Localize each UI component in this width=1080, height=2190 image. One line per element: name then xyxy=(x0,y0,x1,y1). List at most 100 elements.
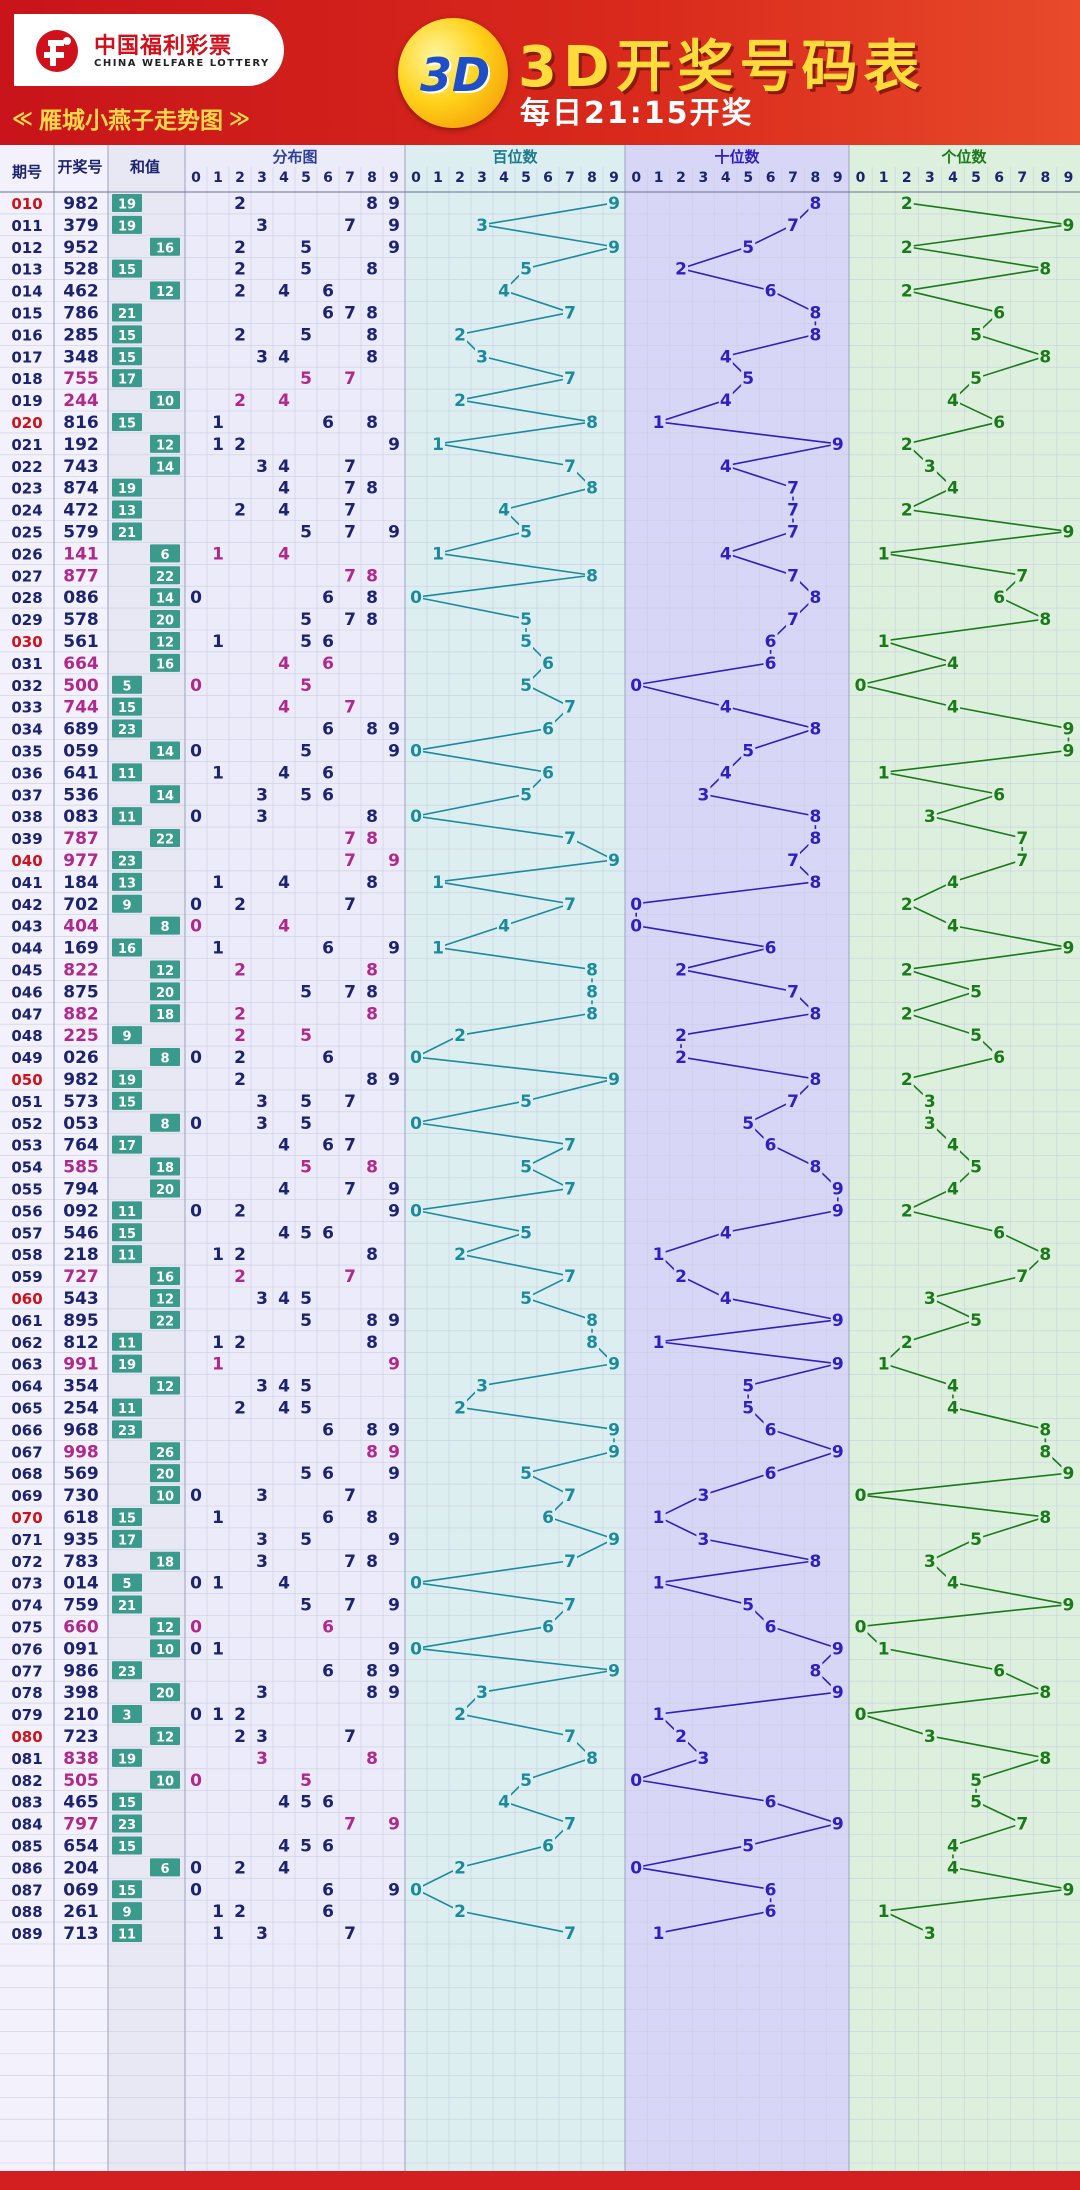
sum-value: 20 xyxy=(156,1183,174,1198)
hundreds-digit-mark: 5 xyxy=(520,1158,532,1178)
sum-value: 19 xyxy=(118,219,136,234)
digit-bg xyxy=(1038,1748,1053,1767)
number-cell: 977 xyxy=(63,851,99,871)
digit-bg xyxy=(563,1726,577,1745)
digit-bg xyxy=(945,1376,960,1395)
digit-bg xyxy=(1061,522,1076,541)
sum-badge xyxy=(112,1026,142,1045)
sum-badge xyxy=(112,1245,142,1264)
digit-header-3-3: 3 xyxy=(925,170,935,186)
distribution-mark: 4 xyxy=(278,1179,290,1199)
hundreds-digit-mark: 7 xyxy=(564,1596,576,1616)
table-row: 073 014 5 0 1 4 0 1 4 xyxy=(11,1573,960,1594)
hundreds-digit-mark: 2 xyxy=(454,325,466,345)
distribution-mark: 0 xyxy=(190,1574,202,1594)
sum-value: 14 xyxy=(156,745,174,760)
table-row: 048 225 9 2 5 2 2 5 xyxy=(11,1026,984,1046)
digit-bg xyxy=(969,325,984,344)
digit-bg xyxy=(830,1179,845,1198)
digit-header-1-1: 1 xyxy=(433,170,443,186)
digit-bg xyxy=(969,1770,984,1789)
digit-bg xyxy=(563,1179,577,1198)
digit-bg xyxy=(853,1617,868,1636)
distribution-mark: 4 xyxy=(278,347,290,367)
distribution-mark: 9 xyxy=(388,1355,400,1375)
hundreds-digit-mark: 5 xyxy=(520,260,532,280)
number-cell: 141 xyxy=(63,544,99,564)
hundreds-digit-mark: 6 xyxy=(542,1836,554,1856)
distribution-mark: 4 xyxy=(278,479,290,499)
tens-digit-mark: 8 xyxy=(809,303,821,323)
tens-digit-mark: 7 xyxy=(787,216,799,236)
distribution-mark: 2 xyxy=(234,1245,246,1265)
hundreds-digit-mark: 7 xyxy=(564,829,576,849)
table-row: 019 244 10 2 4 2 4 4 xyxy=(11,391,960,411)
hundreds-digit-mark: 5 xyxy=(520,785,532,805)
hundreds-digit-mark: 1 xyxy=(432,873,444,893)
number-cell: 998 xyxy=(63,1442,99,1462)
distribution-mark: 3 xyxy=(256,1683,268,1703)
tens-digit-mark: 9 xyxy=(832,1355,844,1375)
column-header-hundreds: 百位数 xyxy=(492,148,538,166)
sum-value: 20 xyxy=(156,1687,174,1702)
sum-value: 15 xyxy=(118,1840,136,1855)
digit-bg xyxy=(969,982,984,1001)
distribution-mark: 9 xyxy=(388,194,400,214)
number-cell: 982 xyxy=(63,194,99,214)
digit-bg xyxy=(431,938,445,957)
sum-badge xyxy=(150,1179,180,1198)
hundreds-digit-mark: 2 xyxy=(454,1902,466,1922)
tens-digit-mark: 1 xyxy=(653,1508,665,1528)
digit-header-2-7: 7 xyxy=(788,170,798,186)
period-cell: 080 xyxy=(11,1728,42,1746)
digit-bg xyxy=(409,1573,423,1592)
distribution-mark: 8 xyxy=(366,347,378,367)
distribution-mark: 7 xyxy=(344,1552,356,1572)
digit-header-2-0: 0 xyxy=(631,170,641,186)
sum-badge xyxy=(150,1288,180,1307)
distribution-mark: 2 xyxy=(234,1026,246,1046)
table-row: 055 794 20 7 94 7 9 4 xyxy=(11,1179,960,1199)
digit-bg xyxy=(696,1529,711,1548)
table-row: 072 783 18 7 83 7 8 3 xyxy=(11,1551,937,1572)
distribution-mark: 2 xyxy=(234,1333,246,1353)
units-digit-mark: 5 xyxy=(970,982,982,1002)
tens-digit-mark: 4 xyxy=(720,457,732,477)
sum-badge xyxy=(150,1442,180,1461)
table-row: 032 500 5 50 5 0 0 xyxy=(11,675,868,696)
tens-digit-mark: 1 xyxy=(653,1705,665,1725)
digit-bg xyxy=(718,1223,733,1242)
units-digit-mark: 7 xyxy=(1016,566,1028,586)
tens-digit-mark: 9 xyxy=(832,1683,844,1703)
number-cell: 573 xyxy=(63,1092,99,1112)
sum-value: 22 xyxy=(156,833,174,848)
digit-bg xyxy=(741,1113,756,1132)
digit-bg xyxy=(563,894,577,913)
number-cell: 462 xyxy=(63,282,99,302)
distribution-mark: 9 xyxy=(388,238,400,258)
sum-badge xyxy=(150,456,180,475)
period-cell: 017 xyxy=(11,348,42,366)
table-row: 047 882 18 82 8 8 2 xyxy=(11,1004,914,1024)
digit-bg xyxy=(922,1924,937,1943)
units-digit-mark: 9 xyxy=(1063,1464,1075,1484)
distribution-mark: 7 xyxy=(344,1924,356,1944)
distribution-mark: 3 xyxy=(256,1530,268,1550)
tens-digit-mark: 4 xyxy=(720,347,732,367)
digit-bg xyxy=(899,960,914,979)
digit-bg xyxy=(899,1069,914,1088)
units-digit-mark: 3 xyxy=(924,1552,936,1572)
distribution-mark: 8 xyxy=(366,1508,378,1528)
units-digit-mark: 9 xyxy=(1063,216,1075,236)
hundreds-digit-mark: 7 xyxy=(564,1924,576,1944)
units-digit-mark: 5 xyxy=(970,1311,982,1331)
sum-badge xyxy=(112,325,142,344)
tens-digit-mark: 6 xyxy=(765,1880,777,1900)
digit-bg xyxy=(899,193,914,212)
digit-bg xyxy=(763,1420,778,1439)
distribution-mark: 8 xyxy=(366,720,378,740)
distribution-mark: 4 xyxy=(278,1136,290,1156)
digit-bg xyxy=(409,588,423,607)
digit-bg xyxy=(563,1551,577,1570)
